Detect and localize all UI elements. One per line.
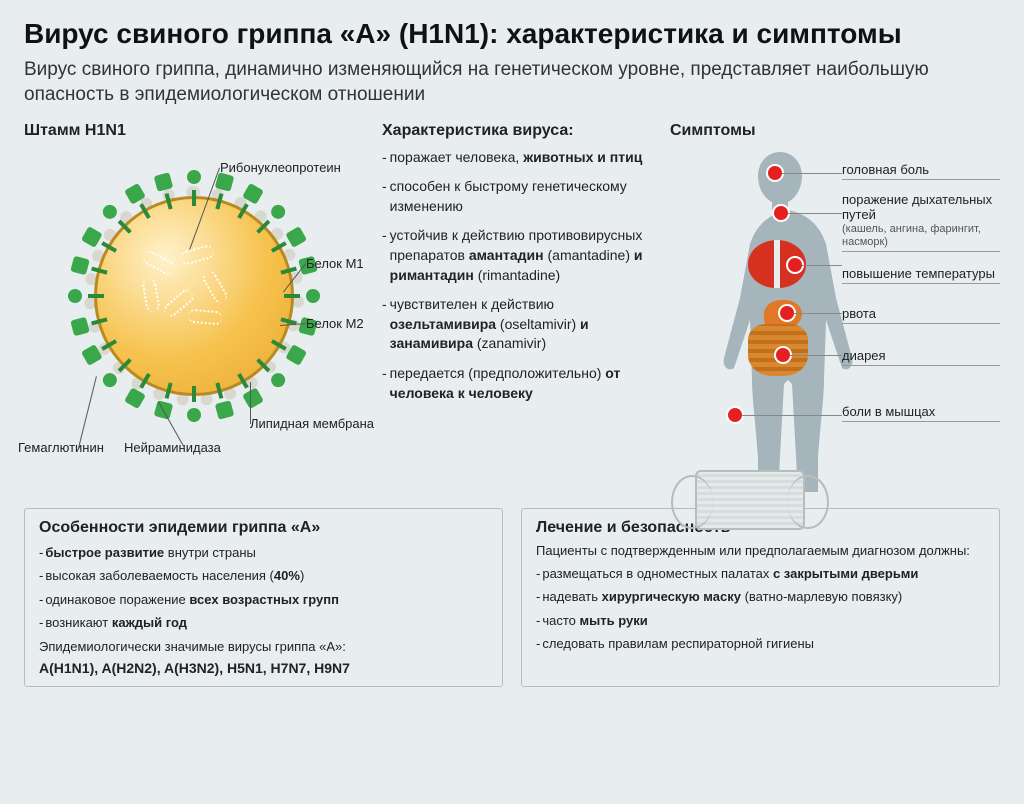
- epidemic-item: высокая заболеваемость населения (40%): [39, 566, 488, 586]
- callout-line: [78, 376, 97, 448]
- symptom-dot-icon: [768, 166, 782, 180]
- virus-callout-label: Рибонуклеопротеин: [220, 160, 380, 175]
- symptom-dot-icon: [774, 206, 788, 220]
- symptom-dot-icon: [776, 348, 790, 362]
- callout-line: [250, 382, 251, 424]
- virus-spike-icon: [64, 288, 104, 304]
- treatment-box: Лечение и безопасность Пациенты с подтве…: [521, 508, 1000, 687]
- page-subtitle: Вирус свиного гриппа, динамично изменяющ…: [24, 58, 1000, 107]
- symptom-line: [802, 265, 842, 266]
- symptom-label: рвота: [842, 306, 1000, 325]
- symptom-line: [794, 313, 842, 314]
- symptom-dot-icon: [728, 408, 742, 422]
- epidemic-title: Особенности эпидемии гриппа «А»: [39, 519, 488, 537]
- virus-diagram: РибонуклеопротеинБелок M1Белок M2Липидна…: [24, 148, 364, 458]
- treatment-item: следовать правилам респираторной гигиены: [536, 634, 985, 654]
- symptom-dot-icon: [780, 306, 794, 320]
- symptom-label: боли в мышцах: [842, 404, 1000, 423]
- treatment-item: надевать хирургическую маску (ватно-марл…: [536, 587, 985, 607]
- virus-spike-icon: [252, 198, 292, 238]
- virus-callout-label: Белок M2: [306, 316, 466, 331]
- rna-icon: [154, 266, 234, 326]
- symptoms-title: Симптомы: [670, 122, 1000, 140]
- human-body-diagram: головная боль поражение дыхательных путей…: [670, 148, 1000, 498]
- symptom-label: головная боль: [842, 162, 1000, 181]
- column-symptoms: Симптомы головная боль поражение дыхатель…: [670, 122, 1000, 498]
- epidemic-strains: A(H1N1), A(H2N2), A(H3N2), H5N1, H7N7, H…: [39, 660, 488, 676]
- epidemic-item: возникают каждый год: [39, 613, 488, 633]
- virus-spike-icon: [268, 334, 311, 368]
- epidemic-item: одинаковое поражение всех возрастных гру…: [39, 590, 488, 610]
- bottom-boxes: Особенности эпидемии гриппа «А» быстрое …: [24, 508, 1000, 687]
- virus-callout-label: Белок M1: [306, 256, 466, 271]
- virus-spike-icon: [232, 370, 266, 413]
- treatment-item: размещаться в одноместных палатах с закр…: [536, 564, 985, 584]
- treatment-list: размещаться в одноместных палатах с закр…: [536, 564, 985, 654]
- mask-icon: [695, 470, 805, 530]
- column-characteristics: Характеристика вируса: поражает человека…: [382, 122, 652, 498]
- virus-callout-label: Липидная мембрана: [250, 416, 410, 431]
- epidemic-item: быстрое развитие внутри страны: [39, 543, 488, 563]
- virus-spike-icon: [186, 386, 202, 426]
- epidemic-subnote: Эпидемиологически значимые вирусы гриппа…: [39, 639, 488, 654]
- virus-spike-icon: [77, 334, 120, 368]
- symptom-line: [788, 213, 842, 214]
- virus-spike-icon: [252, 354, 292, 394]
- virus-spike-icon: [77, 224, 120, 258]
- symptom-label: поражение дыхательных путей(кашель, анги…: [842, 192, 1000, 253]
- characteristics-title: Характеристика вируса:: [382, 122, 652, 140]
- page-title: Вирус свиного гриппа «А» (H1N1): характе…: [24, 18, 1000, 50]
- symptom-line: [782, 173, 842, 174]
- epidemic-box: Особенности эпидемии гриппа «А» быстрое …: [24, 508, 503, 687]
- symptom-line: [742, 415, 842, 416]
- symptom-dot-icon: [788, 258, 802, 272]
- characteristic-item: поражает человека, животных и птиц: [382, 148, 652, 168]
- characteristics-list: поражает человека, животных и птиц способ…: [382, 148, 652, 404]
- treatment-intro: Пациенты с подтвержденным или предполага…: [536, 543, 985, 558]
- treatment-item: часто мыть руки: [536, 611, 985, 631]
- epidemic-list: быстрое развитие внутри страны высокая за…: [39, 543, 488, 633]
- symptom-line: [790, 355, 842, 356]
- column-virus: Штамм H1N1 РибонуклеопротеинБелок M1Бело…: [24, 122, 364, 498]
- strain-label: Штамм H1N1: [24, 122, 364, 140]
- virus-spike-icon: [186, 166, 202, 206]
- characteristic-item: передается (предположительно) от человек…: [382, 364, 652, 403]
- virus-callout-label: Гемаглютинин: [18, 440, 178, 455]
- virus-spike-icon: [122, 370, 156, 413]
- virus-spike-icon: [232, 179, 266, 222]
- virus-spike-icon: [284, 288, 324, 304]
- virus-spike-icon: [122, 179, 156, 222]
- symptom-label: диарея: [842, 348, 1000, 367]
- virus-spike-icon: [268, 224, 311, 258]
- characteristic-item: способен к быстрому генетическому измене…: [382, 177, 652, 216]
- symptom-label: повышение температуры: [842, 266, 1000, 285]
- main-columns: Штамм H1N1 РибонуклеопротеинБелок M1Бело…: [24, 122, 1000, 498]
